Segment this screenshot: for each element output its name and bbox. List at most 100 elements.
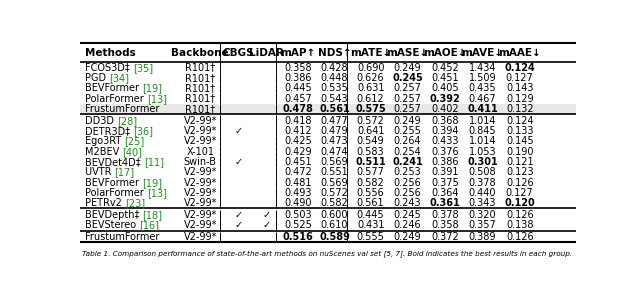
Text: 0.257: 0.257: [394, 83, 422, 93]
Text: 0.120: 0.120: [504, 198, 535, 208]
Text: 0.451: 0.451: [284, 157, 312, 167]
Text: 0.256: 0.256: [394, 188, 422, 198]
Text: 0.577: 0.577: [356, 167, 385, 177]
Text: X-101: X-101: [186, 147, 214, 157]
Text: DETR3D‡: DETR3D‡: [85, 126, 133, 136]
Text: 0.572: 0.572: [356, 116, 385, 126]
Text: [34]: [34]: [109, 73, 129, 83]
Text: 0.431: 0.431: [357, 220, 385, 230]
Text: 0.132: 0.132: [506, 104, 534, 114]
Text: FrustumFormer: FrustumFormer: [85, 104, 159, 114]
Text: Backbone: Backbone: [172, 48, 229, 58]
Text: 0.477: 0.477: [321, 116, 348, 126]
Text: 0.478: 0.478: [283, 104, 314, 114]
Text: 0.525: 0.525: [284, 220, 312, 230]
Text: 0.511: 0.511: [355, 157, 386, 167]
Text: V2-99*: V2-99*: [184, 167, 217, 177]
Text: 0.445: 0.445: [284, 83, 312, 93]
Text: FrustumFormer: FrustumFormer: [85, 232, 159, 242]
Text: 0.549: 0.549: [357, 136, 385, 146]
Text: 0.457: 0.457: [284, 94, 312, 104]
Text: [13]: [13]: [147, 94, 167, 104]
Text: 0.445: 0.445: [357, 210, 385, 220]
Text: 0.473: 0.473: [321, 136, 348, 146]
Text: 0.255: 0.255: [394, 126, 422, 136]
Text: 0.569: 0.569: [321, 157, 348, 167]
Text: ✓: ✓: [235, 220, 243, 230]
Text: 0.582: 0.582: [321, 198, 348, 208]
Text: R101†: R101†: [185, 104, 215, 114]
Text: mASE↓: mASE↓: [387, 48, 429, 58]
Text: mAP↑: mAP↑: [280, 48, 316, 58]
Text: 0.418: 0.418: [285, 116, 312, 126]
Text: 0.405: 0.405: [431, 83, 459, 93]
Text: mAOE↓: mAOE↓: [424, 48, 467, 58]
Text: 0.440: 0.440: [468, 188, 496, 198]
Text: [19]: [19]: [142, 83, 162, 93]
Text: 0.249: 0.249: [394, 63, 421, 73]
Text: 0.394: 0.394: [431, 126, 459, 136]
Text: 0.690: 0.690: [357, 63, 385, 73]
Text: V2-99*: V2-99*: [184, 220, 217, 230]
Text: 0.249: 0.249: [394, 116, 421, 126]
Text: 0.472: 0.472: [284, 167, 312, 177]
Text: 0.124: 0.124: [506, 116, 534, 126]
Text: 0.358: 0.358: [431, 220, 459, 230]
Text: 0.245: 0.245: [392, 73, 423, 83]
Text: 0.145: 0.145: [506, 136, 534, 146]
Text: 0.254: 0.254: [394, 147, 422, 157]
Text: Table 1. Comparison performance of state-of-the-art methods on nuScenes val set : Table 1. Comparison performance of state…: [83, 250, 573, 257]
Text: 0.126: 0.126: [506, 210, 534, 220]
Text: ✓: ✓: [235, 126, 243, 136]
Text: 0.126: 0.126: [506, 232, 534, 242]
Text: PGD: PGD: [85, 73, 109, 83]
Text: 0.121: 0.121: [506, 157, 534, 167]
Text: [13]: [13]: [147, 188, 167, 198]
Text: [17]: [17]: [115, 167, 134, 177]
Text: 1.014: 1.014: [468, 136, 496, 146]
Text: 0.610: 0.610: [321, 220, 348, 230]
Text: 0.126: 0.126: [506, 178, 534, 188]
Text: 0.490: 0.490: [285, 198, 312, 208]
Text: V2-99*: V2-99*: [184, 116, 217, 126]
Text: [36]: [36]: [133, 126, 153, 136]
Text: 0.368: 0.368: [431, 116, 459, 126]
Text: 0.412: 0.412: [284, 126, 312, 136]
Text: 0.364: 0.364: [431, 188, 459, 198]
Text: 0.301: 0.301: [467, 157, 498, 167]
Text: 0.320: 0.320: [468, 210, 496, 220]
Text: 0.641: 0.641: [357, 126, 385, 136]
Text: R101†: R101†: [185, 83, 215, 93]
Text: 0.357: 0.357: [468, 220, 497, 230]
Text: 0.626: 0.626: [357, 73, 385, 83]
Text: 0.246: 0.246: [394, 220, 421, 230]
Text: mATE↓: mATE↓: [350, 48, 391, 58]
Text: 0.143: 0.143: [506, 83, 534, 93]
Text: 0.589: 0.589: [319, 232, 350, 242]
Text: LiDAR: LiDAR: [249, 48, 284, 58]
Text: 0.386: 0.386: [285, 73, 312, 83]
Text: M2BEV: M2BEV: [85, 147, 122, 157]
Text: 0.243: 0.243: [394, 198, 421, 208]
Text: 0.123: 0.123: [506, 167, 534, 177]
Text: Methods: Methods: [85, 48, 136, 58]
Text: 0.133: 0.133: [506, 126, 534, 136]
Text: 0.452: 0.452: [431, 63, 459, 73]
Text: 0.257: 0.257: [394, 104, 422, 114]
Text: 1.014: 1.014: [468, 116, 496, 126]
Text: PETRv2: PETRv2: [85, 198, 125, 208]
Text: 0.503: 0.503: [284, 210, 312, 220]
Text: [23]: [23]: [125, 198, 145, 208]
Text: 0.378: 0.378: [431, 210, 459, 220]
Text: ✓: ✓: [262, 210, 270, 220]
Text: BEVFormer: BEVFormer: [85, 178, 142, 188]
Text: BEVDepth‡: BEVDepth‡: [85, 210, 143, 220]
Text: 0.375: 0.375: [431, 178, 459, 188]
Text: ✓: ✓: [262, 220, 270, 230]
Text: 0.631: 0.631: [357, 83, 385, 93]
Text: 0.516: 0.516: [283, 232, 314, 242]
Text: DD3D: DD3D: [85, 116, 117, 126]
Text: 0.535: 0.535: [321, 83, 348, 93]
Text: 0.556: 0.556: [356, 188, 385, 198]
Text: 0.451: 0.451: [431, 73, 459, 83]
